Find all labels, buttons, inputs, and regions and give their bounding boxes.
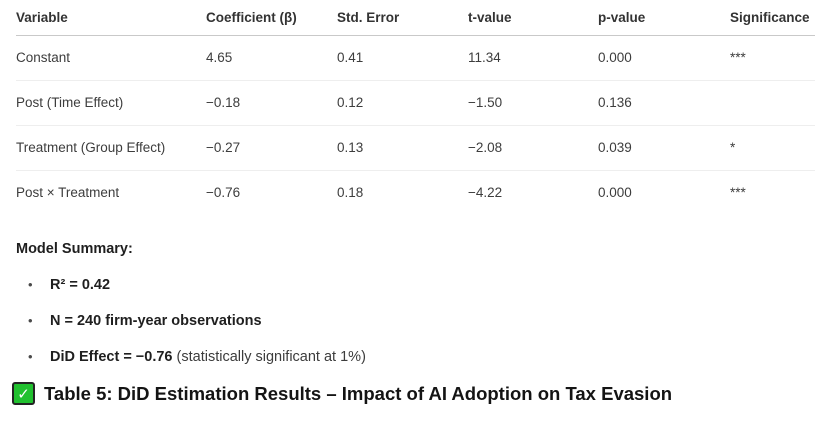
model-summary-heading: Model Summary: <box>16 241 133 257</box>
table-row: Treatment (Group Effect) −0.27 0.13 −2.0… <box>16 125 815 171</box>
cell-p-value: 0.000 <box>598 185 632 200</box>
caption-text: Table 5: DiD Estimation Results – Impact… <box>44 382 673 404</box>
col-header-std-error: Std. Error <box>337 4 468 36</box>
cell-coefficient: −0.27 <box>206 125 337 171</box>
bullet-icon: • <box>28 313 33 328</box>
summary-value: N = 240 firm-year observations <box>50 313 262 329</box>
cell-variable: Treatment (Group Effect) <box>16 125 206 171</box>
cell-significance <box>730 80 815 126</box>
cell-p-value: 0.039 <box>598 125 730 171</box>
table-row: Post × Treatment −0.76 0.18 −4.22 0.000 … <box>16 171 815 216</box>
table-caption: ✓ Table 5: DiD Estimation Results – Impa… <box>12 382 820 405</box>
cell-variable: Post × Treatment <box>16 185 120 200</box>
cell-coefficient: −0.76 <box>206 185 241 200</box>
cell-significance: * <box>730 125 815 171</box>
page: Variable Coefficient (β) Std. Error t-va… <box>0 4 820 424</box>
cell-variable: Post (Time Effect) <box>16 80 206 126</box>
list-item: • R² = 0.42 <box>0 267 820 303</box>
summary-value: DiD Effect = −0.76 <box>50 349 173 365</box>
col-header-variable: Variable <box>16 4 206 36</box>
cell-coefficient: 4.65 <box>206 35 337 81</box>
did-results-table: Variable Coefficient (β) Std. Error t-va… <box>16 4 815 215</box>
col-header-t-value: t-value <box>468 4 598 36</box>
cell-coefficient: −0.18 <box>206 80 337 126</box>
table-row: Post (Time Effect) −0.18 0.12 −1.50 0.13… <box>16 80 815 126</box>
cell-t-value: −1.50 <box>468 80 598 126</box>
table-header-row: Variable Coefficient (β) Std. Error t-va… <box>16 4 815 36</box>
list-item: • N = 240 firm-year observations <box>0 303 820 339</box>
green-checkbox-icon: ✓ <box>12 382 35 405</box>
list-item: • DiD Effect = −0.76 (statistically signi… <box>0 339 820 375</box>
summary-value: R² = 0.42 <box>50 277 111 293</box>
cell-p-value: 0.136 <box>598 80 730 126</box>
cell-significance: *** <box>730 35 815 81</box>
model-summary-list: • R² = 0.42 • N = 240 firm-year observatio… <box>0 267 820 375</box>
col-header-coefficient: Coefficient (β) <box>206 4 337 36</box>
cell-std-error: 0.41 <box>337 35 468 81</box>
table-row: Constant 4.65 0.41 11.34 0.000 *** <box>16 35 815 81</box>
bullet-icon: • <box>28 277 33 292</box>
bullet-icon: • <box>28 349 33 364</box>
cell-t-value: 11.34 <box>468 35 598 81</box>
col-header-significance: Significance <box>730 4 815 36</box>
cell-std-error: 0.13 <box>337 125 468 171</box>
cell-p-value: 0.000 <box>598 35 730 81</box>
cell-significance: *** <box>730 185 746 200</box>
cell-t-value: −2.08 <box>468 125 598 171</box>
cell-std-error: 0.12 <box>337 80 468 126</box>
cell-variable: Constant <box>16 35 206 81</box>
summary-note: (statistically significant at 1%) <box>172 349 366 365</box>
cell-std-error: 0.18 <box>337 185 364 200</box>
cell-t-value: −4.22 <box>468 185 503 200</box>
col-header-p-value: p-value <box>598 4 730 36</box>
